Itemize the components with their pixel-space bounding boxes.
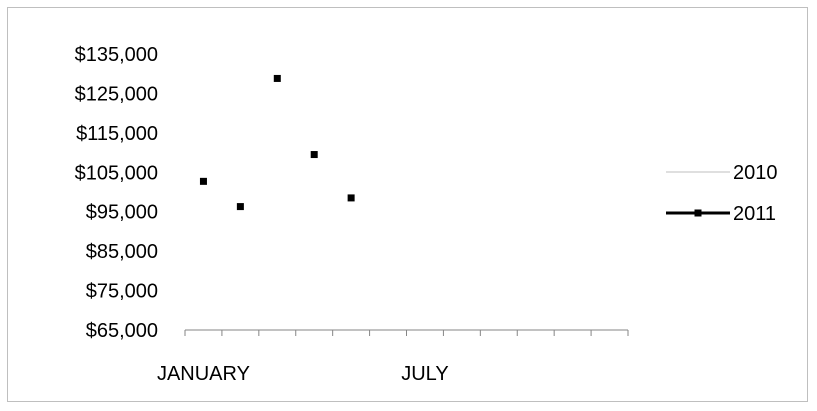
legend-item-2010: 2010	[666, 162, 778, 184]
y-tick-label: $95,000	[86, 202, 158, 224]
legend-marker	[694, 209, 702, 217]
data-point-2011	[236, 203, 244, 211]
y-tick-label: $75,000	[86, 281, 158, 303]
y-tick-label: $85,000	[86, 241, 158, 263]
legend-label: 2010	[733, 162, 778, 184]
y-tick-label: $65,000	[86, 320, 158, 342]
series-2011-points	[199, 74, 355, 211]
x-tick-label: JULY	[401, 363, 448, 385]
y-tick-label: $135,000	[75, 44, 158, 66]
data-point-2011	[273, 74, 281, 82]
legend-label: 2011	[733, 203, 776, 225]
data-point-2011	[347, 194, 355, 202]
chart-area	[7, 7, 808, 402]
legend: 2010 2011	[666, 162, 778, 225]
data-point-2011	[199, 177, 207, 185]
data-point-2011	[310, 151, 318, 159]
x-axis-tick-labels: JANUARY JULY	[157, 363, 449, 385]
y-tick-label: $125,000	[75, 83, 158, 105]
x-axis-ticks	[184, 330, 629, 336]
legend-item-2011: 2011	[666, 203, 776, 225]
y-axis-tick-labels: $135,000 $125,000 $115,000 $105,000 $95,000 $…	[75, 44, 158, 342]
y-tick-label: $105,000	[75, 162, 158, 184]
x-tick-label: JANUARY	[157, 363, 250, 385]
y-tick-label: $115,000	[76, 123, 158, 145]
